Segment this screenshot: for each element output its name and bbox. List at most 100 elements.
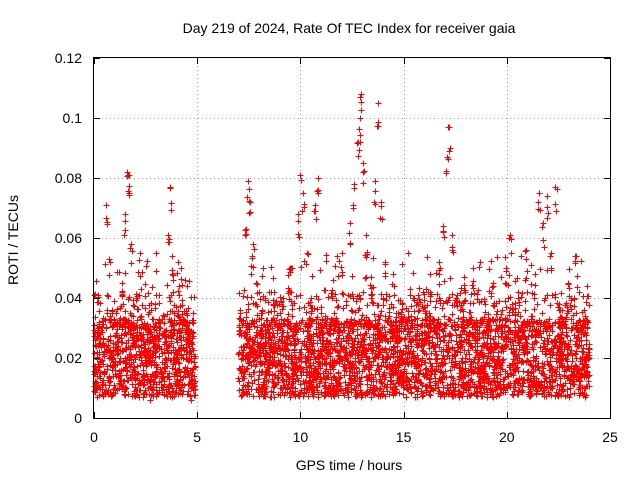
data-point xyxy=(564,333,571,340)
data-point xyxy=(511,331,518,338)
data-point xyxy=(168,340,175,347)
data-point xyxy=(185,331,192,338)
data-point xyxy=(109,323,116,330)
data-point xyxy=(402,342,409,349)
data-point xyxy=(520,349,527,356)
data-point xyxy=(141,352,148,359)
data-point xyxy=(287,320,294,327)
data-point xyxy=(479,318,486,325)
data-point xyxy=(366,359,373,366)
data-point xyxy=(429,363,436,370)
data-point xyxy=(339,329,346,336)
data-point xyxy=(270,389,277,396)
data-point xyxy=(377,385,384,392)
data-point xyxy=(116,269,123,276)
data-point xyxy=(169,253,176,260)
data-point xyxy=(255,389,262,396)
data-point xyxy=(305,251,312,258)
data-point xyxy=(461,337,468,344)
data-point xyxy=(473,383,480,390)
data-point xyxy=(249,342,256,349)
data-point xyxy=(169,271,176,278)
data-point xyxy=(393,369,400,376)
data-point xyxy=(502,298,509,305)
data-point xyxy=(180,318,187,325)
data-point xyxy=(505,381,512,388)
data-point xyxy=(377,312,384,319)
data-point xyxy=(462,365,469,372)
data-point xyxy=(578,331,585,338)
data-point xyxy=(250,241,257,248)
data-point xyxy=(355,383,362,390)
data-point xyxy=(340,291,347,298)
data-point xyxy=(583,341,590,348)
data-point xyxy=(438,359,445,366)
data-point xyxy=(452,384,459,391)
data-point xyxy=(139,302,146,309)
data-point xyxy=(515,289,522,296)
data-point xyxy=(322,287,329,294)
data-point xyxy=(182,373,189,380)
data-point xyxy=(399,301,406,308)
data-point xyxy=(236,378,243,385)
data-point xyxy=(581,391,588,398)
data-point xyxy=(117,347,124,354)
data-point xyxy=(480,385,487,392)
data-point xyxy=(292,338,299,345)
data-point xyxy=(557,314,564,321)
data-point xyxy=(378,308,385,315)
data-point xyxy=(274,330,281,337)
data-point xyxy=(386,328,393,335)
data-point xyxy=(262,295,269,302)
data-point xyxy=(576,289,583,296)
data-point xyxy=(520,368,527,375)
data-point xyxy=(288,265,295,272)
data-point xyxy=(269,371,276,378)
data-point xyxy=(507,328,514,335)
data-point xyxy=(383,384,390,391)
data-point xyxy=(122,218,129,225)
data-point xyxy=(361,323,368,330)
data-point xyxy=(472,364,479,371)
data-point xyxy=(476,264,483,271)
data-point xyxy=(511,388,518,395)
data-point xyxy=(153,268,160,275)
data-point xyxy=(427,379,434,386)
data-point xyxy=(347,241,354,248)
data-point xyxy=(183,323,190,330)
data-point xyxy=(297,381,304,388)
data-point xyxy=(474,343,481,350)
data-point xyxy=(539,360,546,367)
data-point xyxy=(414,315,421,322)
data-point xyxy=(180,355,187,362)
data-point xyxy=(134,363,141,370)
data-point xyxy=(387,319,394,326)
data-point xyxy=(137,351,144,358)
data-point xyxy=(553,373,560,380)
data-point xyxy=(363,390,370,397)
data-point xyxy=(505,324,512,331)
data-point xyxy=(152,354,159,361)
data-point xyxy=(179,311,186,318)
data-point xyxy=(349,291,356,298)
data-point xyxy=(397,356,404,363)
data-point xyxy=(325,294,332,301)
data-point xyxy=(345,382,352,389)
data-point xyxy=(582,385,589,392)
data-point xyxy=(446,294,453,301)
data-point xyxy=(464,381,471,388)
data-point xyxy=(357,139,364,146)
data-point xyxy=(102,391,109,398)
data-point xyxy=(453,362,460,369)
data-point xyxy=(447,145,454,152)
data-points xyxy=(91,91,593,404)
data-point xyxy=(96,308,103,315)
data-point xyxy=(546,347,553,354)
data-point xyxy=(304,386,311,393)
data-point xyxy=(150,316,157,323)
data-point xyxy=(486,360,493,367)
data-point xyxy=(314,353,321,360)
data-point xyxy=(149,350,156,357)
data-point xyxy=(91,388,98,395)
data-point xyxy=(104,292,111,299)
